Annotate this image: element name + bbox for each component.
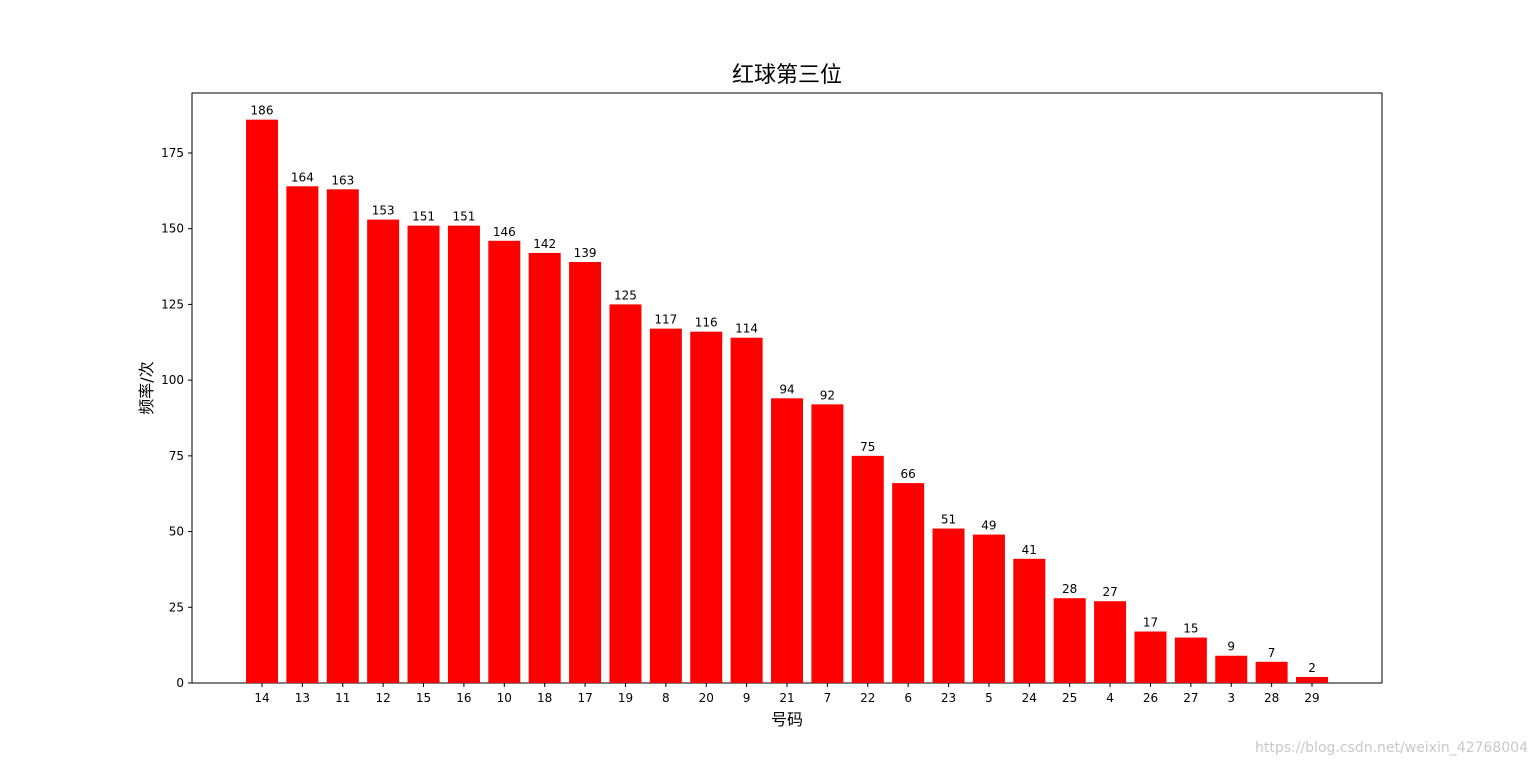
bar <box>851 455 884 683</box>
value-label: 75 <box>860 440 875 454</box>
x-tick-label: 24 <box>1022 691 1037 705</box>
value-label: 125 <box>614 288 637 302</box>
bar <box>1215 655 1248 683</box>
bar <box>811 404 844 683</box>
x-tick-label: 11 <box>335 691 350 705</box>
bar <box>407 225 440 684</box>
watermark: https://blog.csdn.net/weixin_42768004 <box>1255 740 1528 756</box>
x-axis-label: 号码 <box>771 710 803 729</box>
chart-title: 红球第三位 <box>732 63 842 88</box>
x-tick-label: 29 <box>1304 691 1319 705</box>
bar <box>1134 631 1167 683</box>
bar <box>1013 558 1046 683</box>
x-tick-label: 23 <box>941 691 956 705</box>
bar <box>367 219 400 684</box>
value-label: 15 <box>1183 622 1198 636</box>
bar <box>730 337 763 683</box>
y-tick-label: 0 <box>176 676 184 690</box>
bar <box>609 304 642 683</box>
value-label: 117 <box>654 313 677 327</box>
value-label: 146 <box>493 225 516 239</box>
x-tick-label: 22 <box>860 691 875 705</box>
x-tick-label: 21 <box>779 691 794 705</box>
value-label: 28 <box>1062 582 1077 596</box>
value-label: 94 <box>779 382 794 396</box>
bar <box>1296 676 1329 683</box>
bar <box>1255 661 1288 683</box>
y-tick-label: 175 <box>161 146 184 160</box>
value-label: 51 <box>941 513 956 527</box>
value-label: 17 <box>1143 616 1158 630</box>
value-label: 49 <box>981 519 996 533</box>
y-tick-label: 150 <box>161 222 184 236</box>
bar <box>528 252 561 684</box>
bar <box>972 534 1005 683</box>
x-tick-label: 20 <box>699 691 714 705</box>
x-tick-label: 15 <box>416 691 431 705</box>
x-tick-label: 4 <box>1106 691 1114 705</box>
x-tick-label: 7 <box>824 691 832 705</box>
bar <box>326 189 359 684</box>
bar <box>246 119 278 684</box>
x-tick-label: 10 <box>497 691 512 705</box>
bar <box>488 240 521 684</box>
value-label: 164 <box>291 170 314 184</box>
value-label: 92 <box>820 388 835 402</box>
x-tick-label: 26 <box>1143 691 1158 705</box>
x-tick-label: 14 <box>254 691 269 705</box>
y-axis-label: 频率/次 <box>137 361 156 414</box>
x-tick-label: 28 <box>1264 691 1279 705</box>
bar <box>286 186 319 684</box>
x-tick-label: 16 <box>456 691 471 705</box>
value-label: 151 <box>452 210 475 224</box>
x-tick-label: 9 <box>743 691 751 705</box>
x-tick-label: 3 <box>1227 691 1235 705</box>
x-tick-label: 19 <box>618 691 633 705</box>
value-label: 27 <box>1102 585 1117 599</box>
value-label: 9 <box>1227 640 1235 654</box>
bar <box>1094 601 1127 683</box>
x-tick-label: 18 <box>537 691 552 705</box>
value-label: 114 <box>735 322 758 336</box>
y-tick-label: 100 <box>161 373 184 387</box>
x-tick-label: 27 <box>1183 691 1198 705</box>
bar <box>892 483 925 683</box>
value-label: 186 <box>251 104 274 118</box>
x-tick-label: 8 <box>662 691 670 705</box>
bar <box>932 528 965 683</box>
value-label: 2 <box>1308 661 1316 675</box>
value-label: 139 <box>574 246 597 260</box>
value-label: 66 <box>901 467 916 481</box>
value-label: 153 <box>372 204 395 218</box>
x-tick-label: 13 <box>295 691 310 705</box>
x-tick-label: 17 <box>577 691 592 705</box>
bar <box>569 262 602 683</box>
bar <box>690 331 723 683</box>
value-label: 7 <box>1268 646 1276 660</box>
bar <box>1053 598 1086 683</box>
bar <box>447 225 480 684</box>
value-label: 163 <box>331 173 354 187</box>
y-tick-label: 75 <box>169 449 184 463</box>
value-label: 41 <box>1022 543 1037 557</box>
value-label: 151 <box>412 210 435 224</box>
y-tick-label: 25 <box>169 600 184 614</box>
x-tick-label: 12 <box>376 691 391 705</box>
value-label: 116 <box>695 316 718 330</box>
y-tick-label: 50 <box>169 525 184 539</box>
bar <box>649 328 682 683</box>
bar <box>1174 637 1207 683</box>
x-tick-label: 6 <box>904 691 912 705</box>
bar <box>771 398 804 683</box>
x-tick-label: 25 <box>1062 691 1077 705</box>
y-tick-label: 125 <box>161 297 184 311</box>
x-tick-label: 5 <box>985 691 993 705</box>
value-label: 142 <box>533 237 556 251</box>
